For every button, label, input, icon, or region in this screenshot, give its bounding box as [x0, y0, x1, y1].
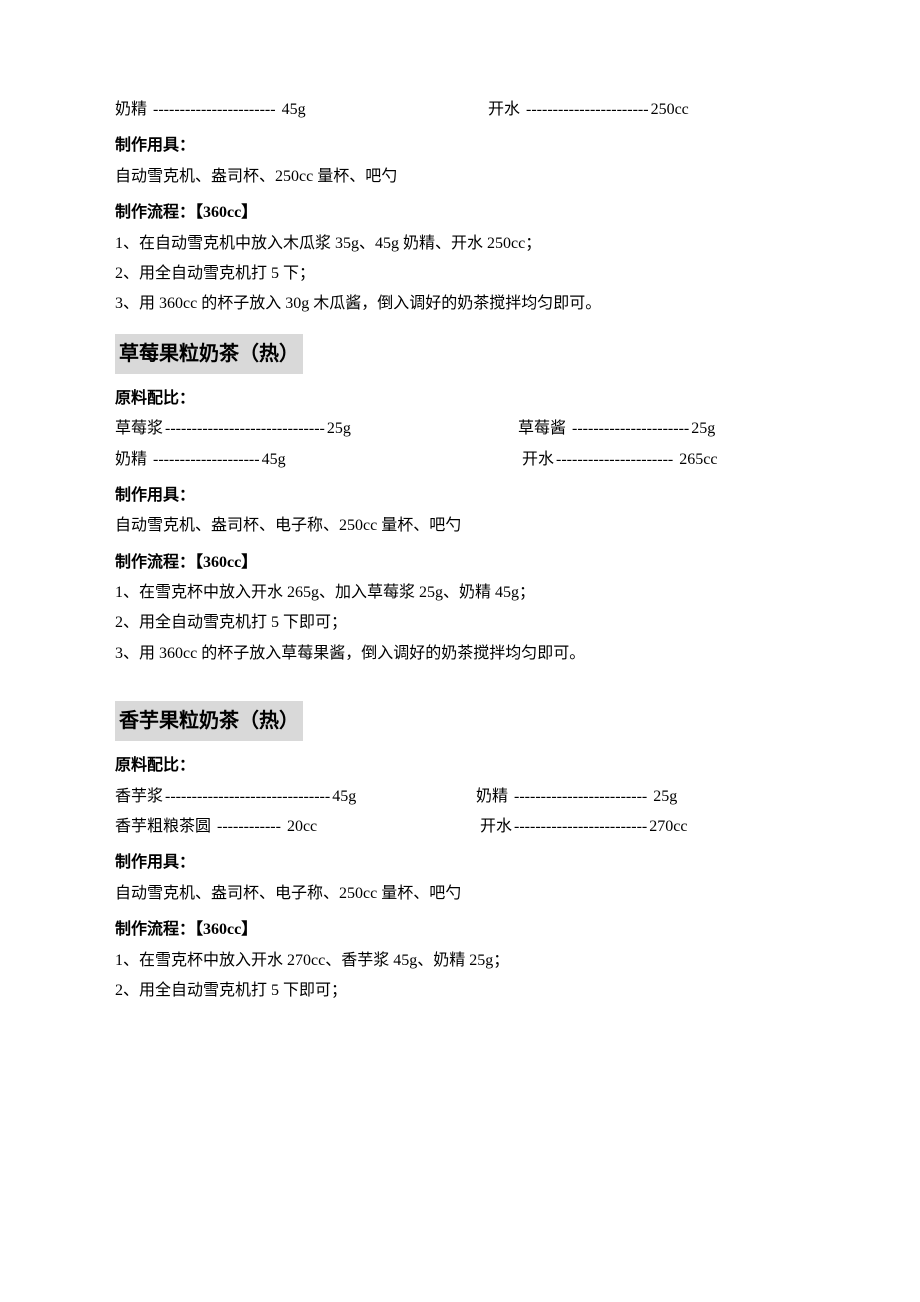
process-step: 3、用 360cc 的杯子放入草莓果酱，倒入调好的奶茶搅拌均匀即可。 [115, 639, 805, 669]
ingredient-left: 香芋粗粮茶圆 ------------ 20cc [115, 812, 460, 842]
ingredient-label: 香芋粗粮茶圆 [115, 812, 211, 842]
dash-line: ----------------------- [522, 95, 649, 125]
ingredient-right: 草莓酱 ---------------------- 25g [460, 414, 805, 444]
ingredient-value: 25g [327, 414, 351, 444]
ingredient-value: 250cc [651, 95, 689, 125]
ingredient-value: 45g [262, 445, 286, 475]
tools-heading: 制作用具： [115, 131, 805, 161]
tools-text: 自动雪克机、盎司杯、250cc 量杯、吧勺 [115, 162, 805, 192]
ingredient-value: 45g [332, 782, 356, 812]
ingredient-value: 20cc [287, 812, 317, 842]
tools-text: 自动雪克机、盎司杯、电子称、250cc 量杯、吧勺 [115, 879, 805, 909]
ratio-heading: 原料配比： [115, 751, 805, 781]
process-step: 2、用全自动雪克机打 5 下即可； [115, 608, 805, 638]
ingredient-row: 香芋浆 ------------------------------- 45g … [115, 782, 805, 812]
process-step: 1、在自动雪克机中放入木瓜浆 35g、45g 奶精、开水 250cc； [115, 229, 805, 259]
ingredient-value: 270cc [649, 812, 687, 842]
dash-line: ------------------------------- [165, 782, 330, 812]
ingredient-label: 香芋浆 [115, 782, 163, 812]
dash-line: -------------------- [149, 445, 260, 475]
ingredient-value: 25g [691, 414, 715, 444]
ingredient-value: 265cc [679, 445, 717, 475]
ratio-heading: 原料配比： [115, 384, 805, 414]
ingredient-label: 草莓浆 [115, 414, 163, 444]
ingredient-right: 开水 ---------------------- 265cc [460, 445, 805, 475]
ingredient-label: 草莓酱 [518, 414, 566, 444]
dash-line: ------------ [213, 812, 285, 842]
ingredient-row: 香芋粗粮茶圆 ------------ 20cc 开水 ------------… [115, 812, 805, 842]
dash-line: ------------------------------ [165, 414, 325, 444]
dash-line: ----------------------- [149, 95, 280, 125]
document-page: 奶精 ----------------------- 45g 开水 ------… [0, 0, 920, 1066]
tools-heading: 制作用具： [115, 848, 805, 878]
ingredient-value: 25g [653, 782, 677, 812]
ingredient-label: 奶精 [115, 445, 147, 475]
process-step: 1、在雪克杯中放入开水 270cc、香芋浆 45g、奶精 25g； [115, 946, 805, 976]
ingredient-right: 奶精 ------------------------- 25g [460, 782, 805, 812]
process-step: 3、用 360cc 的杯子放入 30g 木瓜酱，倒入调好的奶茶搅拌均匀即可。 [115, 289, 805, 319]
ingredient-right: 开水 ------------------------- 270cc [460, 812, 805, 842]
ingredient-left: 香芋浆 ------------------------------- 45g [115, 782, 460, 812]
dash-line: ------------------------- [510, 782, 651, 812]
ingredient-row: 草莓浆 ------------------------------ 25g 草… [115, 414, 805, 444]
dash-line: ------------------------- [514, 812, 647, 842]
ingredient-left: 奶精 -------------------- 45g [115, 445, 460, 475]
tools-heading: 制作用具： [115, 481, 805, 511]
ingredient-left: 奶精 ----------------------- 45g [115, 95, 460, 125]
recipe-title: 香芋果粒奶茶（热） [115, 701, 303, 741]
process-step: 2、用全自动雪克机打 5 下即可； [115, 976, 805, 1006]
process-step: 1、在雪克杯中放入开水 265g、加入草莓浆 25g、奶精 45g； [115, 578, 805, 608]
ingredient-label: 开水 [522, 445, 554, 475]
ingredient-label: 开水 [488, 95, 520, 125]
process-heading: 制作流程：【360cc】 [115, 198, 805, 228]
dash-line: ---------------------- [568, 414, 689, 444]
dash-line: ---------------------- [556, 445, 677, 475]
ingredient-label: 开水 [480, 812, 512, 842]
ingredient-row: 奶精 ----------------------- 45g 开水 ------… [115, 95, 805, 125]
process-step: 2、用全自动雪克机打 5 下； [115, 259, 805, 289]
process-heading: 制作流程：【360cc】 [115, 915, 805, 945]
ingredient-row: 奶精 -------------------- 45g 开水 ---------… [115, 445, 805, 475]
ingredient-label: 奶精 [115, 95, 147, 125]
ingredient-label: 奶精 [476, 782, 508, 812]
recipe-title: 草莓果粒奶茶（热） [115, 334, 303, 374]
process-heading: 制作流程：【360cc】 [115, 548, 805, 578]
ingredient-value: 45g [282, 95, 306, 125]
ingredient-left: 草莓浆 ------------------------------ 25g [115, 414, 460, 444]
tools-text: 自动雪克机、盎司杯、电子称、250cc 量杯、吧勺 [115, 511, 805, 541]
ingredient-right: 开水 ----------------------- 250cc [460, 95, 805, 125]
